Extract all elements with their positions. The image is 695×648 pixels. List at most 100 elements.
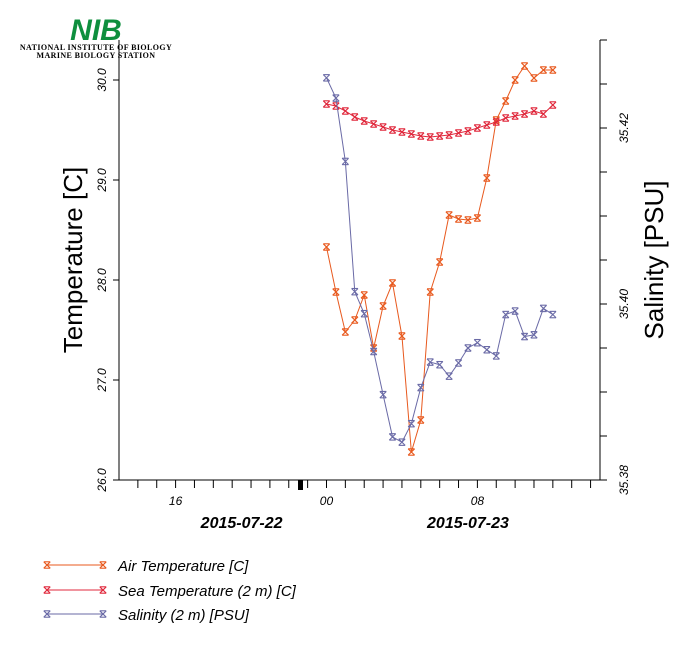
data-point <box>417 132 425 140</box>
data-point <box>549 66 557 74</box>
series-0 <box>322 62 557 456</box>
data-point <box>464 344 472 352</box>
data-point <box>341 328 349 336</box>
data-point <box>520 62 529 70</box>
data-point <box>388 126 397 134</box>
left-tick-label: 29.0 <box>95 168 109 193</box>
data-point <box>454 129 463 137</box>
midnight-marker <box>298 480 303 490</box>
left-tick-labels: 26.0 27.0 28.0 29.0 30.0 <box>95 68 119 493</box>
legend-item-salinity: Salinity (2 m) [PSU] <box>43 607 250 624</box>
data-point <box>398 332 406 340</box>
data-point <box>539 304 548 313</box>
legend-swatch-salinity <box>43 610 107 618</box>
data-point <box>370 347 378 356</box>
series-1 <box>322 100 557 141</box>
data-point <box>539 66 548 74</box>
data-point <box>436 132 444 140</box>
series-layer <box>322 62 557 456</box>
data-point <box>445 131 453 139</box>
data-point <box>360 291 368 299</box>
data-point <box>379 302 387 310</box>
data-point <box>426 358 434 366</box>
legend-marker <box>99 561 107 569</box>
series-line <box>326 103 554 138</box>
legend-label-sea: Sea Temperature (2 m) [C] <box>118 583 297 600</box>
data-point <box>464 216 472 224</box>
data-point <box>530 107 538 115</box>
legend-label-salinity: Salinity (2 m) [PSU] <box>118 607 250 624</box>
right-axis-title: Salinity [PSU] <box>639 181 669 340</box>
date-label: 2015-07-22 <box>200 515 283 532</box>
x-minor-ticks <box>137 480 592 488</box>
data-point <box>417 416 425 424</box>
data-point <box>417 383 425 392</box>
data-point <box>549 101 557 109</box>
data-point <box>322 243 331 251</box>
left-tick-label: 26.0 <box>95 468 109 493</box>
data-point <box>483 346 491 354</box>
data-point <box>511 307 519 315</box>
data-point <box>351 287 359 296</box>
data-point <box>502 310 510 319</box>
data-point <box>379 390 387 399</box>
data-point <box>473 338 481 347</box>
data-point <box>351 316 359 324</box>
data-point <box>332 288 340 296</box>
data-point <box>530 331 538 339</box>
data-point <box>492 118 500 126</box>
legend-swatch-air <box>43 561 107 569</box>
x-tick-label: 00 <box>320 494 334 508</box>
right-tick-label: 35.40 <box>617 289 631 319</box>
data-point <box>502 114 510 122</box>
x-tick-labels: 16 00 08 <box>169 494 484 508</box>
legend-label-air: Air Temperature [C] <box>117 558 249 575</box>
data-point <box>520 332 529 341</box>
data-point <box>445 211 453 219</box>
data-point <box>426 288 434 296</box>
left-tick-label: 27.0 <box>95 368 109 393</box>
date-label: 2015-07-23 <box>426 515 509 532</box>
data-point <box>454 215 463 223</box>
legend-marker <box>43 610 51 618</box>
data-point <box>473 124 481 132</box>
data-point <box>492 352 500 360</box>
left-axis-title: Temperature [C] <box>58 167 88 353</box>
data-point <box>436 360 444 369</box>
logo-line1: NATIONAL INSTITUTE OF BIOLOGY <box>20 43 172 52</box>
left-tick-label: 28.0 <box>95 268 109 293</box>
data-point <box>520 110 529 118</box>
data-point <box>398 438 406 446</box>
data-point <box>539 110 548 118</box>
right-tick-label: 35.42 <box>617 113 631 143</box>
data-point <box>360 117 368 125</box>
data-point <box>407 448 415 456</box>
data-point <box>511 76 519 84</box>
legend-swatch-sea <box>43 586 107 594</box>
data-point <box>407 130 415 138</box>
x-tick-label: 16 <box>169 494 183 508</box>
data-point <box>341 157 349 166</box>
data-point <box>398 128 406 136</box>
data-point <box>360 309 368 318</box>
data-point <box>483 121 491 129</box>
data-point <box>322 74 331 82</box>
data-point <box>502 97 510 105</box>
legend-marker <box>99 586 107 594</box>
date-labels: 2015-07-22 2015-07-23 <box>200 515 509 532</box>
data-point <box>341 107 349 115</box>
series-2 <box>322 74 557 446</box>
data-point <box>464 127 472 135</box>
legend-marker <box>43 561 51 569</box>
nib-logo: NIB NATIONAL INSTITUTE OF BIOLOGY MARINE… <box>20 14 172 60</box>
data-point <box>407 419 415 428</box>
data-point <box>388 279 397 287</box>
data-point <box>332 94 340 102</box>
data-point <box>483 174 491 182</box>
data-point <box>454 359 463 367</box>
data-point <box>388 433 397 441</box>
legend: Air Temperature [C] Sea Temperature (2 m… <box>43 558 297 624</box>
data-point <box>379 123 387 131</box>
right-tick-labels: 35.38 35.40 35.42 <box>600 39 631 495</box>
